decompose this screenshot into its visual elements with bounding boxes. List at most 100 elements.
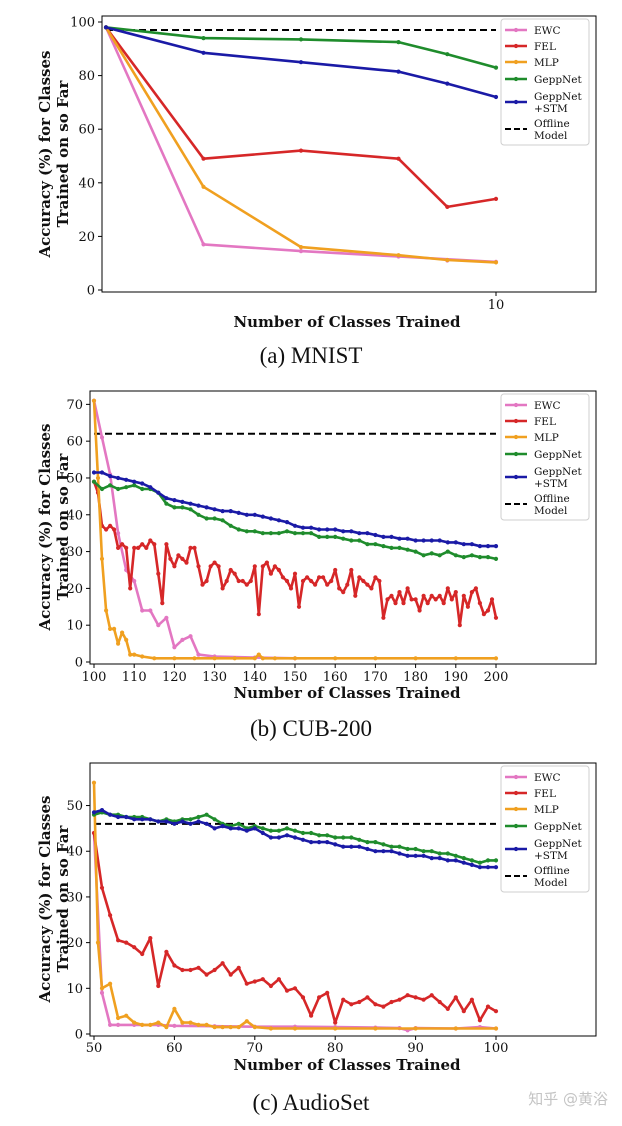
data-point-fel	[453, 590, 458, 595]
data-point-geppnet	[445, 549, 450, 554]
data-point-fel	[396, 156, 401, 161]
legend-label-geppnet-stm: GeppNet	[534, 838, 582, 850]
legend-marker-ewc	[513, 774, 519, 780]
data-point-geppnet-stm	[132, 817, 137, 822]
data-point-geppnet	[325, 833, 330, 838]
data-point-geppnet	[349, 538, 354, 543]
x-tick-label: 80	[327, 1041, 344, 1056]
legend-marker-geppnet	[513, 823, 519, 829]
data-point-geppnet-stm	[220, 509, 225, 514]
data-point-geppnet-stm	[260, 830, 265, 836]
y-tick-label: 100	[70, 16, 95, 31]
data-point-geppnet-stm	[477, 865, 482, 870]
data-point-fel	[272, 564, 277, 569]
data-point-fel	[284, 988, 290, 993]
data-point-mlp	[201, 184, 206, 189]
data-point-geppnet-stm	[116, 814, 121, 820]
data-point-geppnet	[349, 835, 354, 840]
data-point-fel	[256, 612, 261, 617]
data-point-fel	[373, 1002, 378, 1007]
data-point-geppnet	[260, 826, 265, 831]
legend-marker-mlp	[513, 806, 519, 812]
data-point-geppnet-stm	[91, 470, 97, 475]
data-point-geppnet	[91, 479, 97, 484]
x-tick-label: 90	[407, 1041, 424, 1056]
data-point-geppnet-stm	[212, 826, 217, 831]
data-point-geppnet-stm	[437, 538, 442, 543]
data-point-geppnet	[298, 37, 304, 42]
data-point-mlp	[124, 1013, 129, 1018]
data-point-geppnet	[276, 828, 281, 833]
data-point-geppnet-stm	[397, 851, 402, 856]
data-point-fel	[445, 204, 450, 209]
data-point-geppnet-stm	[196, 819, 201, 824]
data-point-fel	[201, 156, 206, 161]
data-point-geppnet	[108, 483, 113, 488]
plot-frame	[89, 762, 597, 1037]
data-point-fel	[108, 913, 113, 918]
data-point-fel	[236, 965, 241, 970]
data-point-geppnet	[413, 846, 418, 852]
data-point-geppnet	[396, 40, 401, 45]
data-point-fel	[409, 597, 414, 602]
legend-label-geppnet-stm: GeppNet	[534, 91, 582, 103]
data-point-geppnet	[421, 553, 426, 558]
data-point-geppnet	[268, 828, 273, 833]
y-axis-label-line: Accuracy (%) for Classes	[36, 424, 54, 632]
data-point-geppnet-stm	[453, 540, 458, 545]
legend-label-geppnet-stm: +STM	[534, 103, 568, 115]
data-point-geppnet-stm	[284, 520, 290, 525]
data-point-fel	[469, 997, 474, 1002]
data-point-fel	[140, 951, 145, 957]
data-point-geppnet-stm	[405, 853, 410, 858]
data-point-mlp	[172, 656, 177, 661]
legend-label-ewc: EWC	[534, 400, 561, 412]
legend-label-geppnet-stm: +STM	[534, 478, 568, 490]
data-point-fel	[200, 582, 205, 587]
data-point-geppnet-stm	[140, 817, 145, 822]
data-point-fel	[365, 995, 370, 1000]
data-point-geppnet-stm	[389, 849, 394, 854]
data-point-fel	[284, 578, 290, 584]
data-point-fel	[309, 1013, 314, 1018]
data-point-fel	[325, 990, 330, 996]
y-axis-label-line: Trained on so Far	[54, 825, 72, 973]
legend-label-geppnet: GeppNet	[534, 74, 582, 86]
data-point-fel	[401, 601, 406, 606]
data-point-geppnet-stm	[357, 531, 362, 536]
data-point-mlp	[272, 656, 277, 661]
data-point-fel	[124, 940, 129, 945]
data-point-mlp	[128, 652, 133, 657]
data-point-fel	[421, 593, 426, 598]
data-point-ewc	[156, 623, 161, 628]
data-point-fel	[112, 527, 117, 532]
y-tick-label: 70	[66, 398, 83, 413]
data-point-fel	[204, 972, 209, 977]
data-point-geppnet-stm	[325, 527, 330, 532]
data-point-fel	[292, 986, 298, 991]
data-point-geppnet-stm	[124, 814, 129, 820]
data-point-fel	[437, 593, 442, 598]
data-point-mlp	[333, 1026, 338, 1031]
y-tick-label: 0	[75, 656, 83, 671]
data-point-geppnet-stm	[397, 536, 402, 541]
data-point-mlp	[156, 1020, 161, 1025]
data-point-geppnet-stm	[453, 858, 458, 863]
data-point-mlp	[396, 253, 401, 258]
data-point-geppnet	[493, 858, 499, 863]
data-point-fel	[172, 564, 177, 569]
data-point-geppnet-stm	[300, 837, 306, 842]
data-point-geppnet	[284, 529, 290, 534]
data-point-fel	[493, 615, 499, 620]
data-point-ewc	[116, 1022, 121, 1027]
data-point-mlp	[493, 656, 499, 661]
data-point-fel	[140, 542, 145, 547]
data-point-geppnet	[309, 531, 314, 536]
data-point-fel	[276, 977, 281, 982]
data-point-geppnet-stm	[437, 856, 442, 861]
y-tick-label: 40	[66, 508, 83, 523]
legend-label-fel: FEL	[534, 41, 556, 53]
data-point-fel	[333, 567, 338, 573]
data-point-geppnet	[477, 860, 482, 865]
data-point-mlp	[108, 626, 113, 632]
